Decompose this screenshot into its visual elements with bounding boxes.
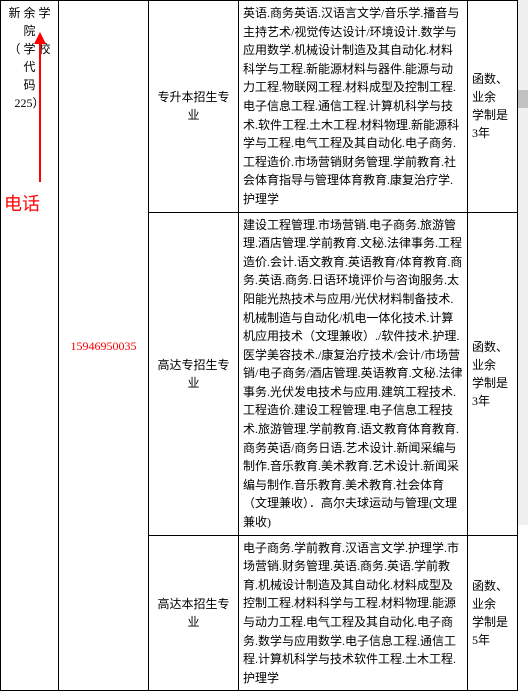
majors-cell: 英语.商务英语.汉语言文学/音乐学.播音与主持艺术/视觉传达设计/环境设计.数学… xyxy=(239,1,468,213)
school-line2: （ 学 校 代 xyxy=(8,42,50,74)
school-line1: 新 余 学 院 xyxy=(8,6,50,38)
admissions-table: 新 余 学 院 （ 学 校 代 码 225） 15946950035 专升本招生… xyxy=(0,0,518,691)
table-row: 新 余 学 院 （ 学 校 代 码 225） 15946950035 专升本招生… xyxy=(1,1,518,213)
note-cell: 函数、业余 学制是 3年 xyxy=(468,1,518,213)
scrollbar-track[interactable] xyxy=(518,0,528,525)
admission-type: 专升本招生专业 xyxy=(149,1,239,213)
admission-type: 高达专招生专业 xyxy=(149,212,239,535)
phone-cell: 15946950035 xyxy=(59,1,149,691)
majors-cell: 建设工程管理.市场营销.电子商务.旅游管理.酒店管理.学前教育.文秘.法律事务.… xyxy=(239,212,468,535)
note-cell: 函数、业余 学制是 5年 xyxy=(468,535,518,691)
majors-cell: 电子商务.学前教育.汉语言文学.护理学.市场营销.财务管理.英语.商务.英语.学… xyxy=(239,535,468,691)
school-cell: 新 余 学 院 （ 学 校 代 码 225） xyxy=(1,1,59,691)
school-line4: 225） xyxy=(14,96,44,110)
scrollbar-thumb[interactable] xyxy=(518,90,528,108)
school-line3: 码 xyxy=(23,78,35,92)
admission-type: 高达本招生专业 xyxy=(149,535,239,691)
note-cell: 函数、业余 学制是 3年 xyxy=(468,212,518,535)
